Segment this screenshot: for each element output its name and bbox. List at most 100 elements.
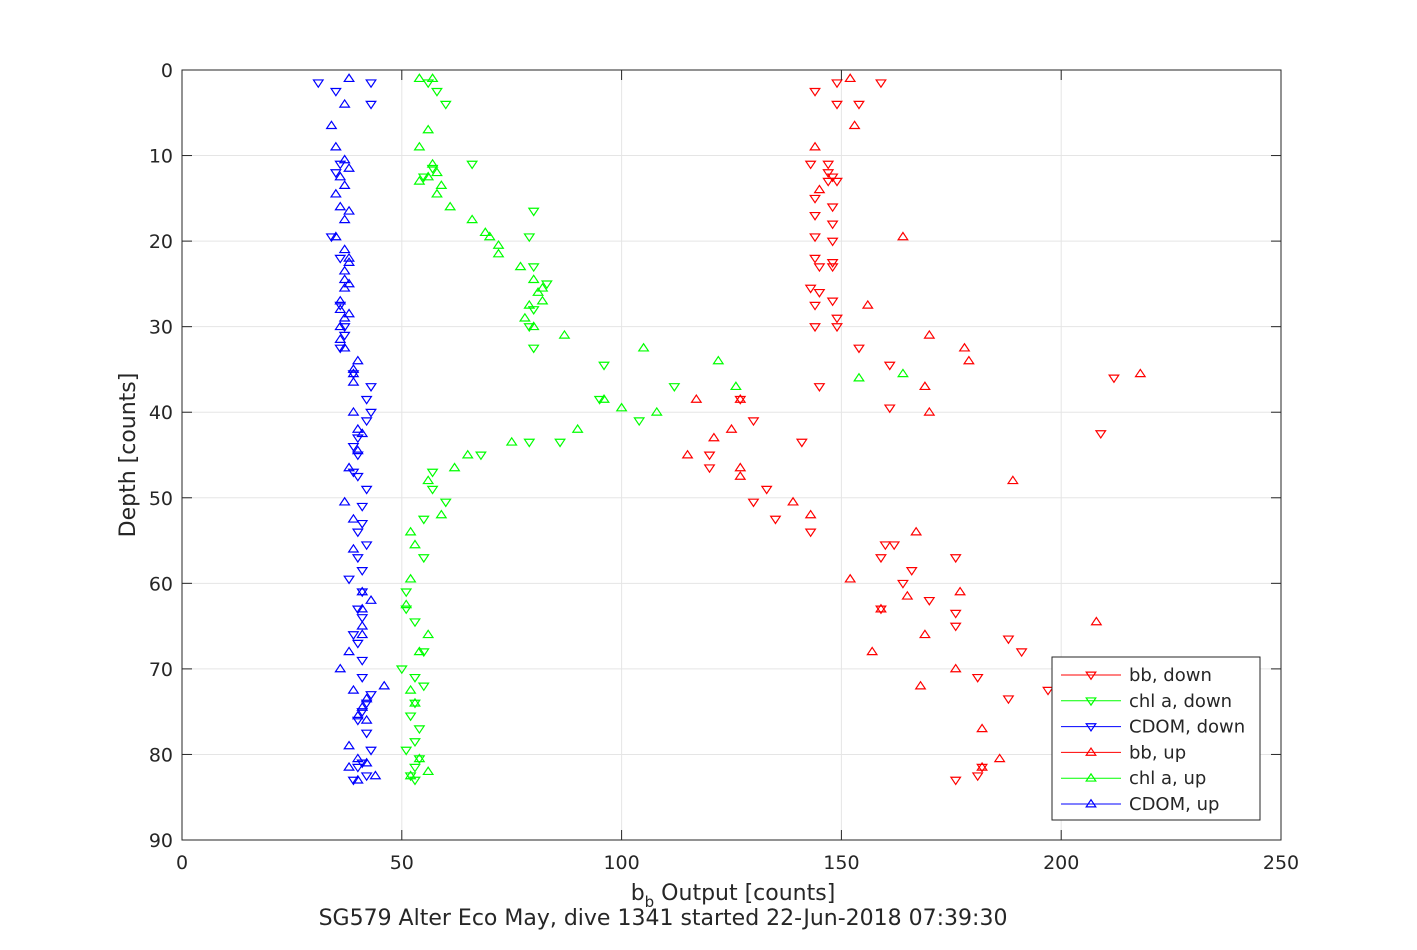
data-point [356,502,369,512]
data-point [914,680,927,690]
data-point [343,162,355,172]
data-point [356,519,369,529]
data-point [769,515,782,525]
series-1 [395,79,681,786]
data-point [822,169,835,179]
data-point [826,259,839,268]
data-point [707,432,720,442]
data-point [400,599,413,609]
data-point [417,554,430,564]
data-point [844,73,857,83]
y-tick-label: 70 [149,659,173,681]
data-point [637,342,650,352]
data-point [356,701,369,711]
data-point [356,567,369,576]
data-point [422,475,435,485]
data-point [409,673,421,683]
data-point [919,629,931,639]
data-point [334,321,347,331]
data-point [334,663,347,673]
data-point [343,205,355,215]
data-point [875,554,887,564]
x-tick-label: 100 [603,852,639,874]
data-point [312,79,325,89]
chart-title: SG579 Alter Eco May, dive 1341 started 2… [319,906,1008,931]
series-3 [681,73,1147,771]
data-point [879,541,892,551]
data-point [343,575,355,585]
y-tick-label: 60 [149,573,173,595]
y-tick-label: 0 [161,60,173,82]
x-axis-label: bb Output [counts] [631,881,836,911]
data-point [351,451,364,461]
data-point [949,776,962,786]
data-point [1006,475,1019,485]
data-point [822,177,835,187]
data-point [404,573,417,583]
data-point [409,697,421,707]
data-point [747,498,760,508]
data-point [351,774,364,784]
data-point [475,451,487,461]
data-point [883,404,896,414]
data-point [523,299,536,309]
data-point [1090,616,1103,626]
data-point [971,673,984,683]
data-point [431,87,443,97]
data-point [343,462,355,472]
data-point [439,100,452,110]
data-point [523,438,536,448]
data-point [338,98,351,108]
legend-marker [1085,772,1097,782]
data-point [426,485,439,495]
data-point [598,393,610,403]
data-point [809,194,821,204]
data-point [351,445,364,455]
y-axis-label: Depth [counts] [116,373,141,538]
data-point [365,383,377,392]
data-point [338,265,351,275]
data-point [1002,695,1015,705]
data-point [866,646,879,656]
data-point [431,167,443,177]
data-point [976,763,988,773]
data-point [413,755,426,765]
data-point [325,120,338,130]
data-point [431,188,443,198]
data-point [976,723,988,733]
y-tick-label: 30 [149,317,173,339]
data-point [351,423,364,433]
y-tick-label: 20 [149,231,173,253]
data-point [360,541,373,551]
data-point [351,710,364,720]
data-point [703,464,716,474]
data-point [422,766,435,776]
y-tick-label: 40 [149,402,173,424]
data-point [409,539,421,549]
data-point [813,383,826,392]
data-point [334,171,347,181]
data-point [804,509,817,519]
data-point [861,299,874,309]
data-point [409,738,421,748]
data-point [343,73,355,83]
legend: bb, down chl a, down CDOM, down bb, up chl a… [1051,656,1261,821]
data-point [334,254,347,264]
data-point [338,244,351,254]
data-point [413,141,426,151]
data-point [360,485,373,495]
data-point [1094,430,1107,440]
data-point [813,184,826,194]
data-point [598,361,610,371]
data-point [527,321,540,331]
legend-box [1051,656,1261,821]
data-point [356,708,369,718]
data-point [435,180,448,189]
data-point [822,160,835,170]
data-point [347,776,360,786]
data-point [787,496,799,506]
data-point [409,699,421,709]
data-point [536,282,549,292]
data-point [826,237,839,247]
data-point [571,423,584,433]
